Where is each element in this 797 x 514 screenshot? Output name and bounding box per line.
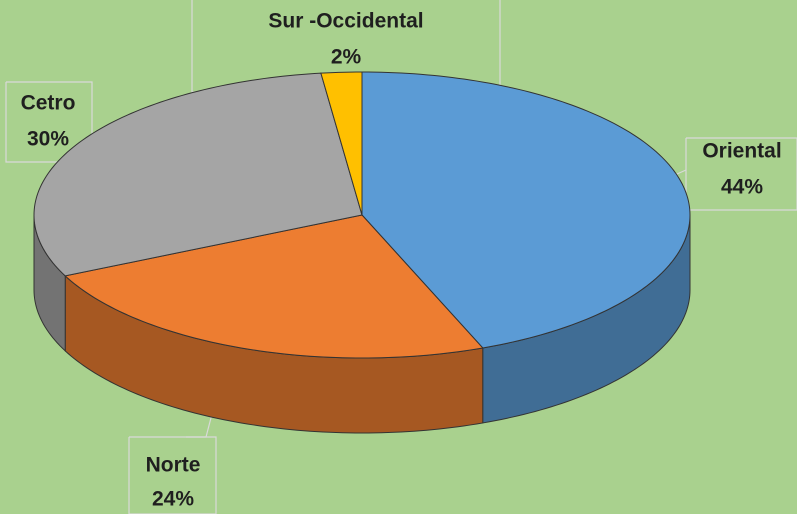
data-label-value: 30%	[27, 128, 69, 151]
data-label-value: 2%	[331, 46, 362, 69]
slice	[320, 71, 363, 216]
data-label-name: Sur -Occidental	[268, 10, 423, 33]
slice	[361, 71, 691, 349]
data-label-value: 44%	[721, 176, 763, 199]
data-label-value: 24%	[152, 488, 194, 511]
slice	[64, 214, 484, 359]
label-box	[685, 137, 797, 211]
data-label-name: Norte	[146, 454, 201, 477]
data-label-name: Oriental	[702, 140, 781, 163]
slice	[33, 72, 363, 277]
data-label-name: Cetro	[21, 92, 76, 115]
